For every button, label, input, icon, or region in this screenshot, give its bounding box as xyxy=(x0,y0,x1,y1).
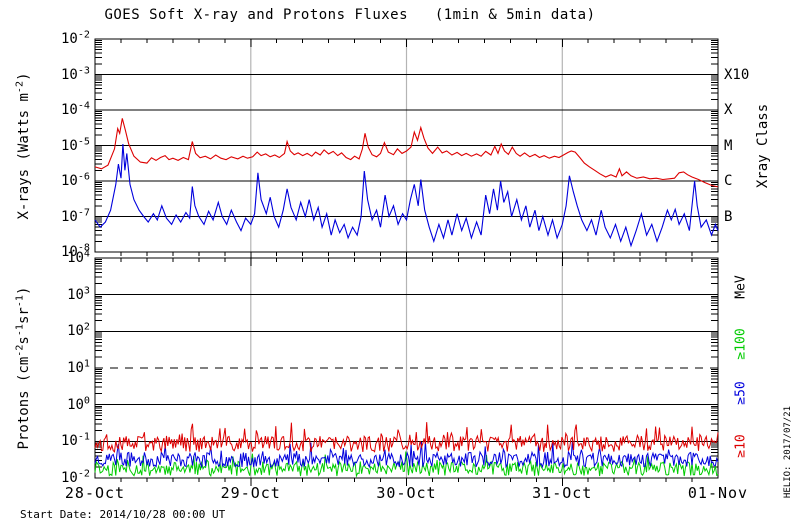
mev-axis-label: MeV xyxy=(733,275,749,299)
y-tick-label: 10-1 xyxy=(61,431,90,450)
xray-class-label: X10 xyxy=(724,66,750,83)
x-tick-label: 01-Nov xyxy=(687,484,749,502)
xray-class-label: X xyxy=(724,102,733,118)
proton-energy-label: ≥50 xyxy=(733,381,749,405)
x-tick-label: 30-Oct xyxy=(376,484,437,502)
y-tick-label: 10-3 xyxy=(61,64,90,83)
xray-y-axis-label: X-rays (Watts m-2) xyxy=(14,72,32,220)
x-tick-label: 31-Oct xyxy=(532,484,593,502)
y-tick-label: 104 xyxy=(67,248,90,266)
xray-class-label: B xyxy=(724,208,733,225)
x-tick-label: 28-Oct xyxy=(64,484,126,502)
y-tick-label: 10-5 xyxy=(61,135,90,154)
y-tick-label: 101 xyxy=(67,358,90,376)
y-tick-label: 10-7 xyxy=(61,206,90,225)
y-tick-label: 102 xyxy=(67,321,90,340)
proton-energy-label: ≥100 xyxy=(733,328,749,360)
y-tick-label: 10-2 xyxy=(61,468,90,486)
start-date-label: Start Date: 2014/10/28 00:00 UT xyxy=(20,508,226,521)
x-tick-label: 29-Oct xyxy=(220,484,281,502)
xray-class-axis-label: Xray Class xyxy=(755,103,771,189)
y-tick-label: 10-8 xyxy=(61,242,90,260)
xray-class-label: C xyxy=(724,173,733,189)
proton-energy-label: ≥10 xyxy=(733,434,749,458)
y-tick-label: 10-6 xyxy=(61,171,90,189)
credit-text: HELIO: 2017/07/21 xyxy=(783,405,793,499)
y-tick-label: 10-4 xyxy=(61,100,90,118)
y-tick-label: 103 xyxy=(67,285,90,303)
xray-class-label: M xyxy=(724,137,733,154)
y-tick-label: 100 xyxy=(67,395,90,413)
chart-title: GOES Soft X-ray and Protons Fluxes (1min… xyxy=(104,7,596,23)
proton-y-axis-label: Protons (cm-2s-1sr-1) xyxy=(14,286,32,450)
y-tick-label: 10-2 xyxy=(61,29,90,47)
